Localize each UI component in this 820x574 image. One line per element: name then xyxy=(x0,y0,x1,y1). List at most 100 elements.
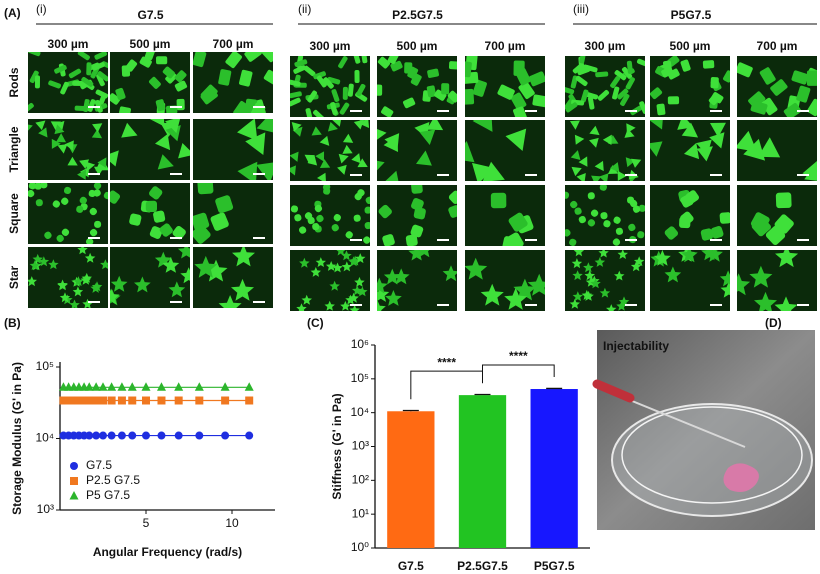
y-tick-label: 10³ xyxy=(37,502,54,516)
particle xyxy=(749,265,773,288)
particle xyxy=(232,247,255,267)
particle xyxy=(775,192,792,209)
particle xyxy=(639,101,645,114)
particle xyxy=(165,119,181,134)
particle xyxy=(342,144,353,154)
particle xyxy=(72,286,84,297)
particle xyxy=(210,212,229,231)
particle xyxy=(64,140,74,151)
particle xyxy=(504,287,528,310)
point xyxy=(59,396,68,405)
micrograph xyxy=(465,120,545,181)
particle xyxy=(465,140,475,163)
row-label: Star xyxy=(7,265,21,289)
panel-label: (B) xyxy=(4,316,21,330)
point xyxy=(174,431,183,440)
particle xyxy=(598,250,609,258)
particle xyxy=(54,64,67,74)
particle xyxy=(56,234,64,243)
particle xyxy=(576,172,586,181)
group-numeral: (i) xyxy=(36,2,47,16)
point xyxy=(245,396,254,405)
particle xyxy=(765,225,786,246)
particle xyxy=(57,279,68,290)
particle xyxy=(89,207,97,216)
particle xyxy=(569,298,580,309)
size-label: 300 µm xyxy=(48,37,89,51)
particle xyxy=(28,183,37,190)
particles xyxy=(565,56,645,116)
particles xyxy=(110,52,188,113)
particle xyxy=(121,65,131,77)
particle xyxy=(81,272,92,283)
particle xyxy=(231,278,254,301)
particle xyxy=(341,250,352,261)
particle xyxy=(347,83,354,97)
particle xyxy=(802,158,817,181)
micrograph-bg xyxy=(565,250,645,311)
particle xyxy=(298,226,307,234)
micrograph-bg xyxy=(110,247,190,308)
particle xyxy=(571,258,583,269)
particle xyxy=(702,60,715,69)
panel-label: (A) xyxy=(4,6,21,20)
micrograph xyxy=(650,185,730,246)
particle xyxy=(411,198,424,211)
particle xyxy=(329,280,340,291)
particle xyxy=(349,255,361,266)
particle xyxy=(291,121,302,132)
particle xyxy=(200,84,218,102)
particle xyxy=(595,71,609,78)
particle xyxy=(38,127,48,138)
particle xyxy=(340,300,351,311)
particle xyxy=(578,215,587,224)
size-label: 700 µm xyxy=(213,37,254,51)
micrograph-bg xyxy=(377,120,457,181)
particle xyxy=(626,60,633,74)
particle xyxy=(384,133,400,150)
particle xyxy=(447,90,457,103)
particle xyxy=(448,205,457,218)
micrograph xyxy=(193,119,273,180)
particle xyxy=(571,166,582,177)
particle xyxy=(57,144,68,154)
group-title: P2.5G7.5 xyxy=(392,8,443,22)
point xyxy=(128,431,137,440)
particle xyxy=(387,56,399,65)
particle xyxy=(392,268,410,285)
micrograph xyxy=(465,250,545,311)
particle xyxy=(69,299,80,308)
particle xyxy=(74,105,88,112)
particle xyxy=(92,123,103,133)
particle xyxy=(363,236,370,244)
particle xyxy=(97,71,108,82)
particle xyxy=(156,56,168,65)
point xyxy=(84,382,94,391)
particle xyxy=(35,199,43,207)
bar xyxy=(530,389,578,548)
particle xyxy=(100,259,108,270)
x-tick-label: P5G7.5 xyxy=(534,559,575,573)
particle xyxy=(615,227,624,235)
particle xyxy=(569,120,580,130)
particle xyxy=(575,75,588,87)
y-axis-title: Stiffness (G' in Pa) xyxy=(330,393,344,499)
point xyxy=(117,382,127,391)
particle xyxy=(589,125,600,136)
particle xyxy=(77,247,88,255)
y-tick-label: 10³ xyxy=(352,439,369,453)
particle xyxy=(584,64,598,73)
particle xyxy=(621,66,633,79)
point xyxy=(64,396,73,405)
particles xyxy=(193,183,234,244)
particle xyxy=(758,137,781,158)
particle xyxy=(144,52,155,61)
particle xyxy=(325,261,337,271)
particles xyxy=(296,250,368,311)
particle xyxy=(796,85,811,103)
particle xyxy=(290,97,301,107)
particle xyxy=(377,126,387,143)
micrograph-bg xyxy=(193,247,273,308)
particle xyxy=(418,250,430,258)
particle xyxy=(304,154,315,164)
